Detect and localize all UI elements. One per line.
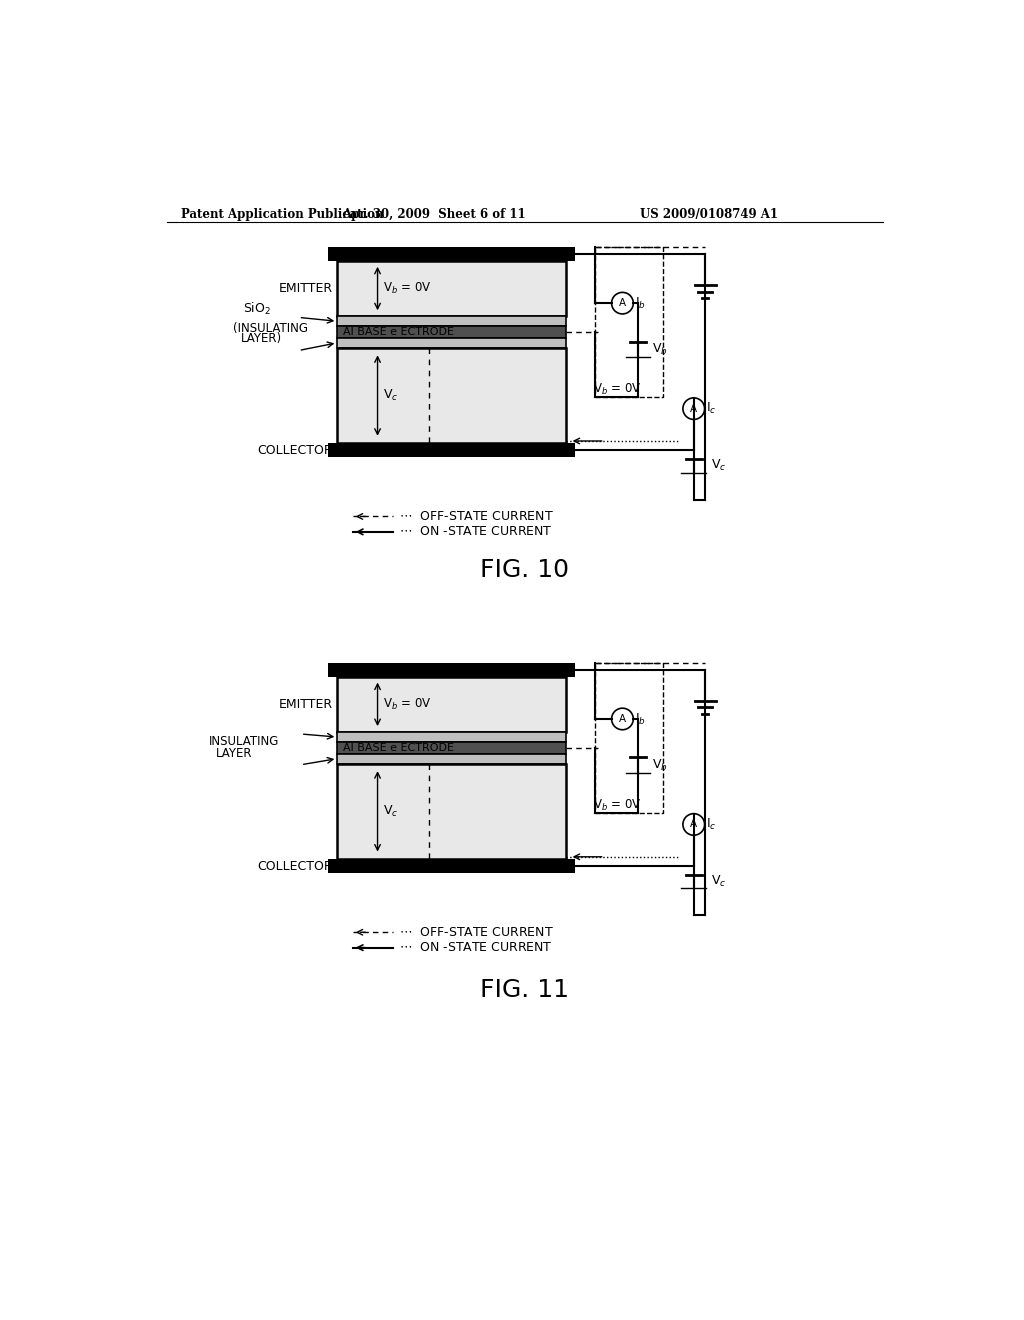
Text: V$_c$: V$_c$ bbox=[383, 804, 398, 818]
Text: COLLECTOR: COLLECTOR bbox=[258, 859, 334, 873]
Text: V$_c$: V$_c$ bbox=[711, 874, 726, 888]
Text: FIG. 10: FIG. 10 bbox=[480, 558, 569, 582]
Text: EMITTER: EMITTER bbox=[280, 282, 334, 296]
Bar bbox=[337, 742, 566, 754]
Text: EMITTER: EMITTER bbox=[280, 698, 334, 711]
Text: A: A bbox=[690, 404, 697, 413]
Text: COLLECTOR: COLLECTOR bbox=[258, 444, 334, 457]
Bar bbox=[337, 348, 566, 444]
Bar bbox=[595, 247, 663, 397]
Text: V$_b$: V$_b$ bbox=[652, 342, 668, 356]
Text: V$_b$ = 0V: V$_b$ = 0V bbox=[593, 797, 641, 813]
Text: V$_b$ = 0V: V$_b$ = 0V bbox=[593, 381, 641, 397]
Bar bbox=[328, 247, 575, 261]
Bar bbox=[328, 859, 575, 873]
Text: A: A bbox=[618, 298, 626, 308]
Text: $\cdots$  OFF-STATE CURRENT: $\cdots$ OFF-STATE CURRENT bbox=[399, 925, 554, 939]
Text: FIG. 11: FIG. 11 bbox=[480, 978, 569, 1002]
Text: $\cdots$  ON -STATE CURRENT: $\cdots$ ON -STATE CURRENT bbox=[399, 525, 553, 539]
Text: Apr. 30, 2009  Sheet 6 of 11: Apr. 30, 2009 Sheet 6 of 11 bbox=[342, 209, 526, 222]
Bar bbox=[337, 338, 566, 348]
Text: I$_b$: I$_b$ bbox=[635, 296, 646, 310]
Text: A: A bbox=[618, 714, 626, 723]
Bar bbox=[595, 663, 663, 813]
Text: I$_c$: I$_c$ bbox=[707, 817, 717, 832]
Text: V$_c$: V$_c$ bbox=[383, 388, 398, 403]
Bar bbox=[328, 444, 575, 457]
Text: SiO$_2$: SiO$_2$ bbox=[243, 301, 270, 317]
Text: Al BASE e ECTRODE: Al BASE e ECTRODE bbox=[343, 743, 455, 752]
Text: LAYER): LAYER) bbox=[241, 331, 283, 345]
Text: V$_b$: V$_b$ bbox=[652, 758, 668, 772]
Bar bbox=[328, 663, 575, 677]
Bar bbox=[337, 763, 566, 859]
Text: $\cdots$  ON -STATE CURRENT: $\cdots$ ON -STATE CURRENT bbox=[399, 941, 553, 954]
Text: $\cdots$  OFF-STATE CURRENT: $\cdots$ OFF-STATE CURRENT bbox=[399, 510, 554, 523]
Text: INSULATING: INSULATING bbox=[209, 735, 280, 748]
Text: LAYER: LAYER bbox=[216, 747, 252, 760]
Bar bbox=[337, 733, 566, 742]
Text: I$_b$: I$_b$ bbox=[635, 711, 646, 726]
Text: US 2009/0108749 A1: US 2009/0108749 A1 bbox=[640, 209, 777, 222]
Text: (INSULATING: (INSULATING bbox=[233, 322, 308, 335]
Bar bbox=[337, 317, 566, 326]
Text: I$_c$: I$_c$ bbox=[707, 401, 717, 416]
Text: V$_c$: V$_c$ bbox=[711, 458, 726, 473]
Bar bbox=[337, 677, 566, 733]
Bar bbox=[337, 754, 566, 763]
Text: V$_b$ = 0V: V$_b$ = 0V bbox=[383, 697, 431, 711]
Bar bbox=[337, 326, 566, 338]
Text: Al BASE e ECTRODE: Al BASE e ECTRODE bbox=[343, 327, 455, 337]
Bar bbox=[337, 261, 566, 317]
Text: V$_b$ = 0V: V$_b$ = 0V bbox=[383, 281, 431, 296]
Text: Patent Application Publication: Patent Application Publication bbox=[180, 209, 383, 222]
Text: A: A bbox=[690, 820, 697, 829]
